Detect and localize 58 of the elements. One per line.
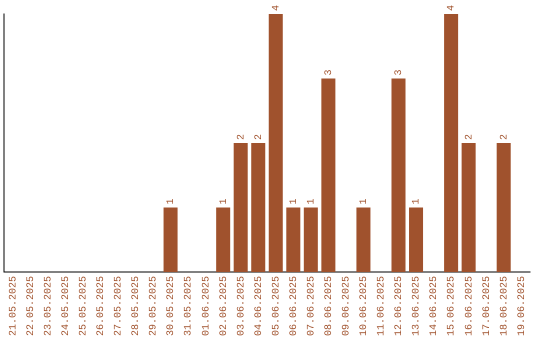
data-label: 1	[166, 198, 178, 204]
data-label: 4	[446, 4, 458, 11]
bar	[164, 207, 178, 272]
x-tick-label: 07.06.2025	[306, 276, 318, 336]
data-label: 1	[412, 198, 423, 204]
data-label: 3	[394, 69, 406, 76]
data-label: 4	[271, 4, 282, 11]
x-tick-label: 26.05.2025	[96, 276, 108, 336]
data-label: 2	[464, 134, 476, 140]
bar	[391, 78, 406, 272]
x-tick-label: 09.06.2025	[342, 276, 353, 336]
x-tick-label: 15.06.2025	[446, 276, 458, 336]
bar	[356, 207, 370, 272]
bar	[286, 207, 300, 272]
x-tick-label: 04.06.2025	[254, 276, 265, 336]
x-tick-label: 17.06.2025	[482, 276, 493, 336]
data-label: 2	[254, 134, 265, 140]
x-tick-label: 28.05.2025	[131, 276, 142, 336]
x-tick-label: 29.05.2025	[148, 276, 160, 336]
x-tick-label: 19.06.2025	[516, 276, 528, 336]
x-tick-label: 25.05.2025	[78, 276, 90, 336]
data-label: 2	[499, 134, 510, 140]
bar	[268, 14, 283, 272]
bar	[304, 207, 318, 272]
x-tick-label: 02.06.2025	[218, 276, 230, 336]
x-tick-label: 06.06.2025	[288, 276, 300, 336]
x-tick-label: 14.06.2025	[429, 276, 440, 336]
data-label: 1	[306, 198, 318, 204]
bar	[321, 78, 336, 272]
x-tick-label: 22.05.2025	[26, 276, 37, 336]
x-tick-label: 21.05.2025	[8, 276, 20, 336]
x-tick-label: 24.05.2025	[61, 276, 72, 336]
bar	[409, 207, 424, 272]
bar	[234, 142, 248, 272]
x-tick-label: 30.05.2025	[166, 276, 178, 336]
x-tick-label: 05.06.2025	[271, 276, 282, 336]
x-tick-label: 31.05.2025	[184, 276, 195, 336]
data-label: 1	[359, 198, 370, 204]
x-tick-label: 10.06.2025	[359, 276, 370, 336]
x-tick-label: 12.06.2025	[394, 276, 406, 336]
data-label: 3	[324, 69, 336, 76]
x-tick-label: 08.06.2025	[324, 276, 336, 336]
bar	[251, 142, 266, 272]
x-tick-label: 03.06.2025	[236, 276, 248, 336]
x-tick-label: 18.06.2025	[499, 276, 510, 336]
x-tick-label: 13.06.2025	[412, 276, 423, 336]
bar	[462, 142, 476, 272]
bar	[444, 14, 458, 272]
data-label: 2	[236, 134, 248, 140]
data-label: 1	[218, 198, 230, 204]
x-tick-label: 23.05.2025	[43, 276, 54, 336]
bar	[216, 207, 230, 272]
x-tick-label: 16.06.2025	[464, 276, 476, 336]
x-tick-label: 01.06.2025	[201, 276, 212, 336]
x-tick-label: 11.06.2025	[376, 276, 388, 336]
x-tick-label: 27.05.2025	[114, 276, 125, 336]
data-label: 1	[288, 198, 300, 204]
bar	[496, 142, 511, 272]
